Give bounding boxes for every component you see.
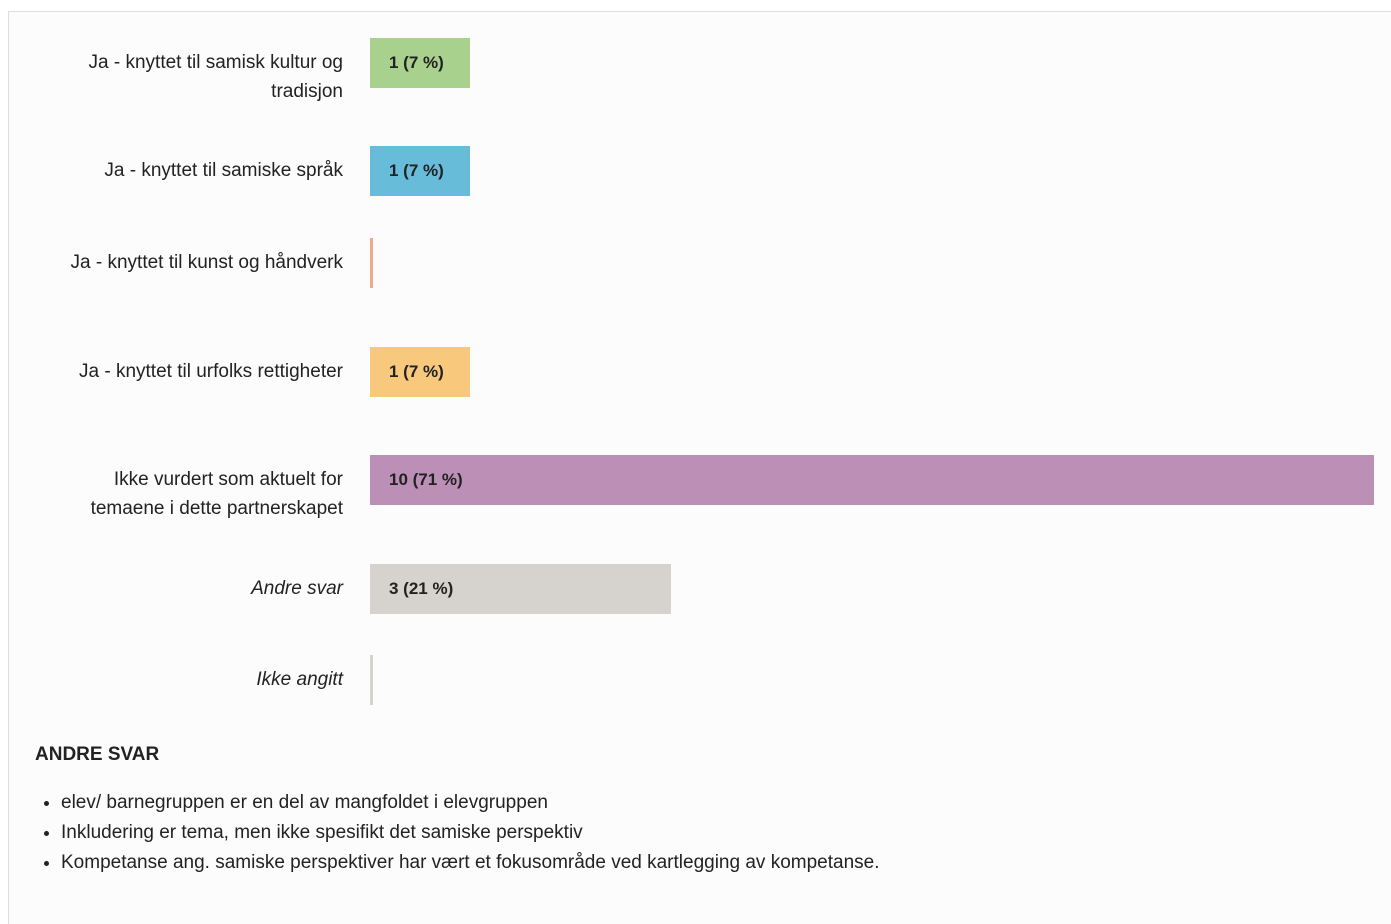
bar	[370, 38, 471, 88]
bar	[370, 146, 471, 196]
category-label: Andre svar	[251, 578, 343, 599]
data-label: 3 (21 %)	[389, 579, 454, 598]
data-label: 10 (71 %)	[389, 470, 463, 489]
bar	[370, 347, 471, 397]
data-label: 1 (7 %)	[389, 161, 444, 180]
category-label: Ikke vurdert som aktuelt for temaene i d…	[90, 469, 343, 519]
answer-list: elev/ barnegruppen er en del av mangfold…	[20, 788, 879, 878]
data-label: 1 (7 %)	[389, 362, 444, 381]
category-label: Ja - knyttet til urfolks rettigheter	[79, 361, 343, 382]
category-label: Ikke angitt	[256, 669, 343, 690]
bar	[370, 655, 373, 705]
answer-item: Kompetanse ang. samiske perspektiver har…	[61, 848, 879, 878]
answer-item: elev/ barnegruppen er en del av mangfold…	[61, 788, 879, 818]
bar	[370, 564, 672, 614]
data-label: 1 (7 %)	[389, 53, 444, 72]
category-label: Ja - knyttet til kunst og håndverk	[70, 252, 343, 273]
bar	[370, 455, 1374, 505]
bar	[370, 238, 373, 288]
section-title: ANDRE SVAR	[35, 744, 160, 765]
category-label: Ja - knyttet til samiske språk	[104, 160, 343, 181]
answer-item: Inkludering er tema, men ikke spesifikt …	[61, 818, 879, 848]
category-label: Ja - knyttet til samisk kultur og tradis…	[88, 52, 343, 102]
